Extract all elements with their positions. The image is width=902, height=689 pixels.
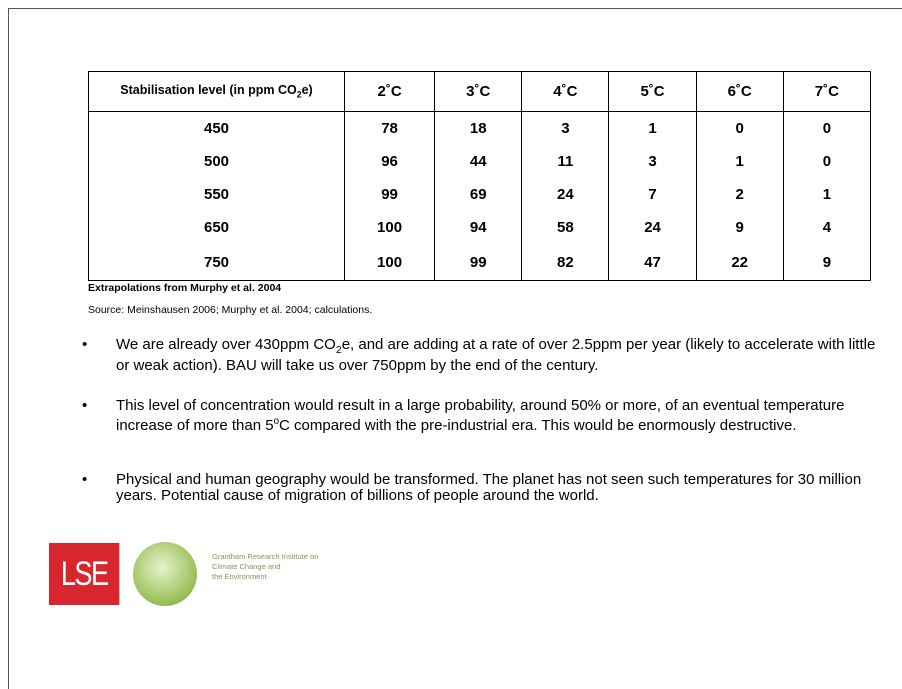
table-cell: 3 [521, 111, 610, 145]
table-cell: 24 [521, 178, 610, 211]
table-cell: 100 [343, 211, 436, 244]
grantham-logo-icon [133, 542, 197, 606]
table-cell: 1 [695, 145, 784, 178]
column-header: 6˚C [695, 71, 784, 112]
header-row: Stabilisation level (in ppm CO2e) 2˚C 3˚C… [88, 71, 872, 112]
table-cell: 94 [434, 211, 523, 244]
bullet-text: Physical and human geography would be tr… [116, 472, 876, 504]
column-header: 7˚C [782, 71, 872, 112]
table-body: 450 78 18 3 1 0 0 500 96 44 11 3 1 0 550 99 69 24 7 2 1 650 10… [88, 111, 872, 281]
text: Stabilisation level (in ppm CO [120, 83, 297, 98]
table-cell: 69 [434, 178, 523, 211]
table-cell: 550 [88, 178, 345, 211]
table-cell: 450 [88, 111, 345, 145]
lse-logo: LSE [49, 543, 120, 605]
table-cell: 47 [608, 244, 697, 281]
table-row: 500 96 44 11 3 1 0 [88, 145, 872, 178]
table-cell: 1 [608, 111, 697, 145]
table-cell: 78 [343, 111, 436, 145]
table-cell: 96 [343, 145, 436, 178]
bullet-dot: • [82, 471, 88, 488]
source: Source: Meinshausen 2006; Murphy et al. … [88, 304, 373, 316]
table-cell: 18 [434, 111, 523, 145]
table-cell: 7 [608, 178, 697, 211]
text: C compared with the pre-industrial era. … [279, 417, 797, 434]
column-header: 5˚C [608, 71, 697, 112]
subscript: 2 [335, 344, 342, 356]
table-cell: 9 [782, 244, 872, 281]
table-cell: 2 [695, 178, 784, 211]
table-row: 650 100 94 58 24 9 4 [88, 211, 872, 244]
table-cell: 82 [521, 244, 610, 281]
bullet-text: This level of concentration would result… [116, 398, 876, 434]
table-cell: 99 [434, 244, 523, 281]
bullet-dot: • [82, 397, 88, 414]
caption: Extrapolations from Murphy et al. 2004 [88, 282, 282, 294]
table-cell: 44 [434, 145, 523, 178]
table-cell: 0 [782, 145, 872, 178]
subscript: 2 [296, 89, 302, 100]
text: We are already over 430ppm CO [116, 336, 336, 353]
table-row: 750 100 99 82 47 22 9 [88, 244, 872, 281]
table-cell: 1 [782, 178, 872, 211]
table-cell: 4 [782, 211, 872, 244]
text: e) [301, 83, 313, 98]
logo-text-line: the Environment [212, 572, 267, 581]
table-cell: 9 [695, 211, 784, 244]
slide-frame [8, 8, 902, 689]
table-row: 450 78 18 3 1 0 0 [88, 111, 872, 145]
text: This level of concentration would result… [116, 397, 845, 434]
table-cell: 58 [521, 211, 610, 244]
table-cell: 11 [521, 145, 610, 178]
logo-text-line: Climate Change and [212, 562, 281, 571]
text: e, and are adding at a rate of over 2.5p… [116, 336, 876, 374]
bullet-text: We are already over 430ppm CO2e, and are… [116, 337, 876, 374]
table-cell: 3 [608, 145, 697, 178]
table-cell: 100 [343, 244, 436, 281]
table-row: 550 99 69 24 7 2 1 [88, 178, 872, 211]
column-header: 2˚C [343, 71, 436, 112]
grantham-logo-text: Grantham Research Institute on Climate Ch… [212, 552, 318, 582]
table-cell: 750 [88, 244, 345, 281]
text: Physical and human geography would be tr… [116, 471, 862, 504]
table-cell: 22 [695, 244, 784, 281]
table-cell: 99 [343, 178, 436, 211]
header-label: Stabilisation level (in ppm CO2e) [88, 71, 345, 112]
probability-table: Stabilisation level (in ppm CO2e) 2˚C 3˚C… [88, 71, 872, 281]
table-cell: 24 [608, 211, 697, 244]
superscript: o [273, 416, 280, 427]
column-header: 4˚C [521, 71, 610, 112]
table-cell: 500 [88, 145, 345, 178]
bullet-dot: • [82, 336, 88, 353]
table-cell: 650 [88, 211, 345, 244]
table-cell: 0 [695, 111, 784, 145]
table-cell: 0 [782, 111, 872, 145]
logo-text-line: Grantham Research Institute on [212, 552, 319, 561]
column-header: 3˚C [434, 71, 523, 112]
